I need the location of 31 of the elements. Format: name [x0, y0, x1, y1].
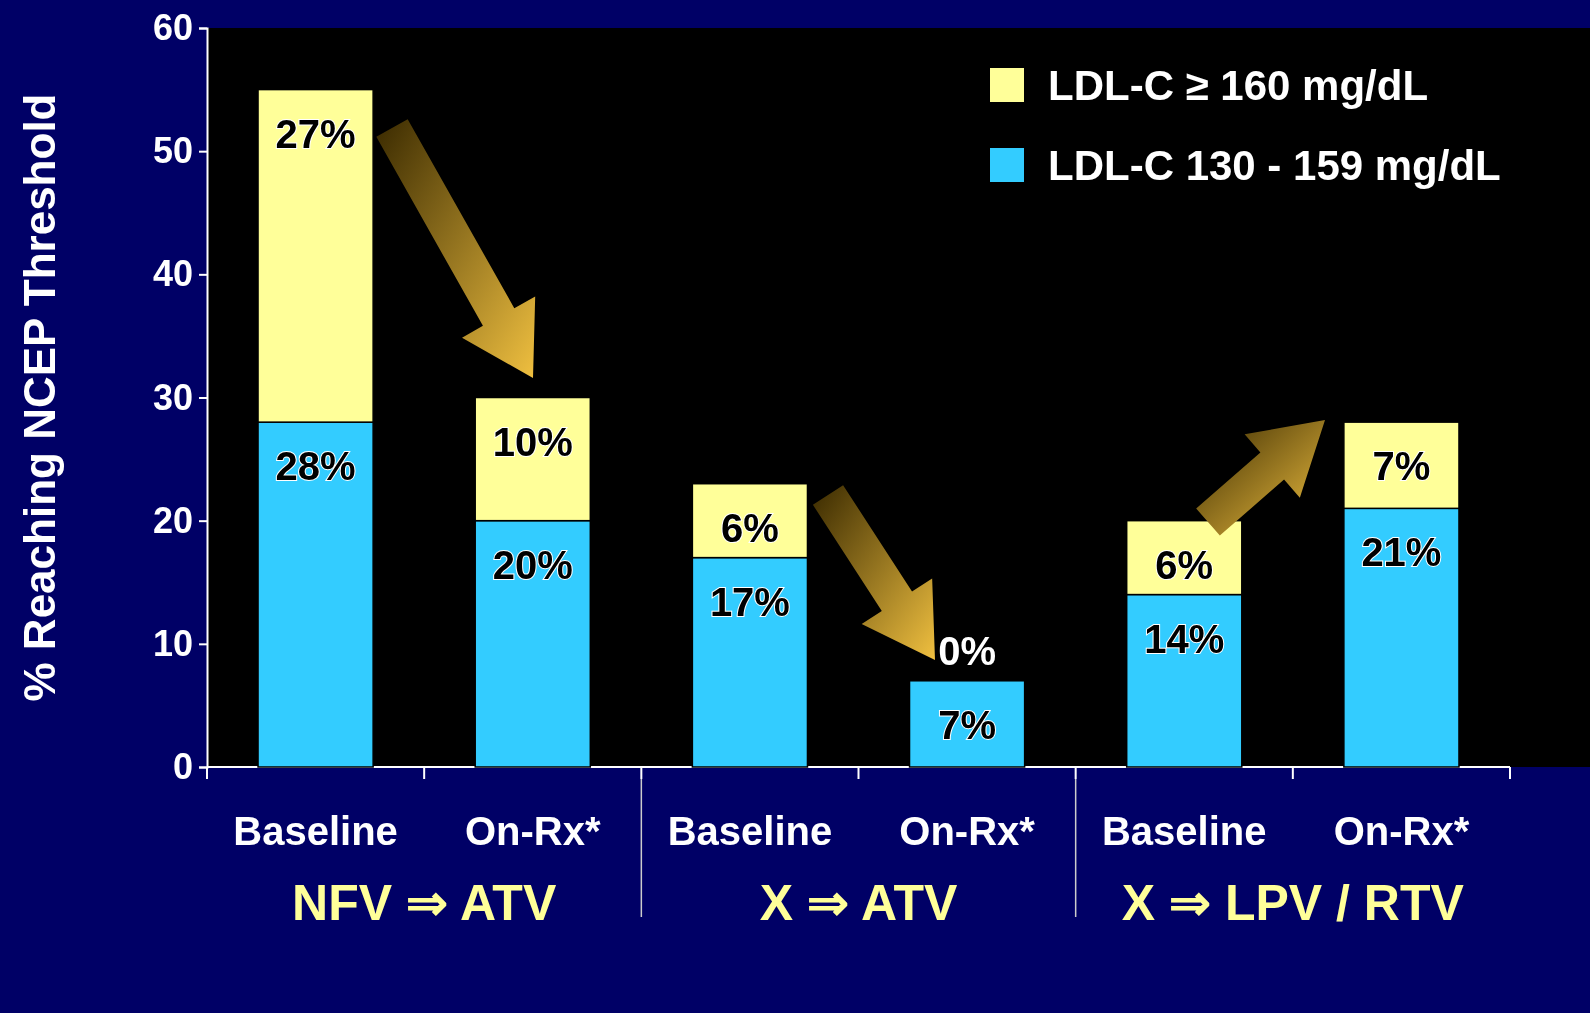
x-tick-label: Baseline	[233, 809, 398, 853]
y-tick-label: 10	[152, 622, 193, 664]
data-label: 14%	[1144, 616, 1225, 661]
data-label: 7%	[938, 702, 996, 747]
y-tick-label: 0	[172, 746, 193, 788]
data-label: 6%	[721, 505, 779, 550]
data-label: 20%	[492, 542, 573, 587]
data-label: 7%	[1372, 444, 1431, 489]
data-label: 28%	[275, 444, 356, 489]
x-tick-label: On-Rx*	[464, 809, 601, 853]
data-label: 0%	[938, 628, 996, 673]
x-tick-label: On-Rx*	[899, 809, 1036, 853]
data-label: 27%	[275, 111, 356, 156]
y-tick-label: 50	[152, 130, 193, 172]
text: X ⇒ ATV	[759, 875, 958, 931]
y-axis-title: % Reaching NCEP Threshold	[15, 93, 64, 702]
y-tick-label: 40	[152, 253, 193, 295]
legend-label: LDL-C ≥ 160 mg/dL	[1048, 62, 1429, 109]
data-label: 17%	[709, 579, 790, 624]
text: X ⇒ LPV / RTV	[1121, 875, 1465, 931]
data-label: 10%	[492, 419, 573, 464]
y-tick-label: 20	[152, 499, 193, 541]
x-tick-label: Baseline	[667, 809, 833, 853]
y-tick-label: 30	[152, 376, 193, 418]
y-tick-label: 60	[152, 7, 193, 49]
x-tick-label: On-Rx*	[1333, 809, 1470, 853]
x-tick-label: Baseline	[1101, 809, 1267, 853]
data-label: 6%	[1155, 542, 1214, 587]
data-label: 21%	[1361, 530, 1442, 575]
text: NFV ⇒ ATV	[292, 875, 557, 931]
legend-label: LDL-C 130 - 159 mg/dL	[1048, 142, 1501, 189]
